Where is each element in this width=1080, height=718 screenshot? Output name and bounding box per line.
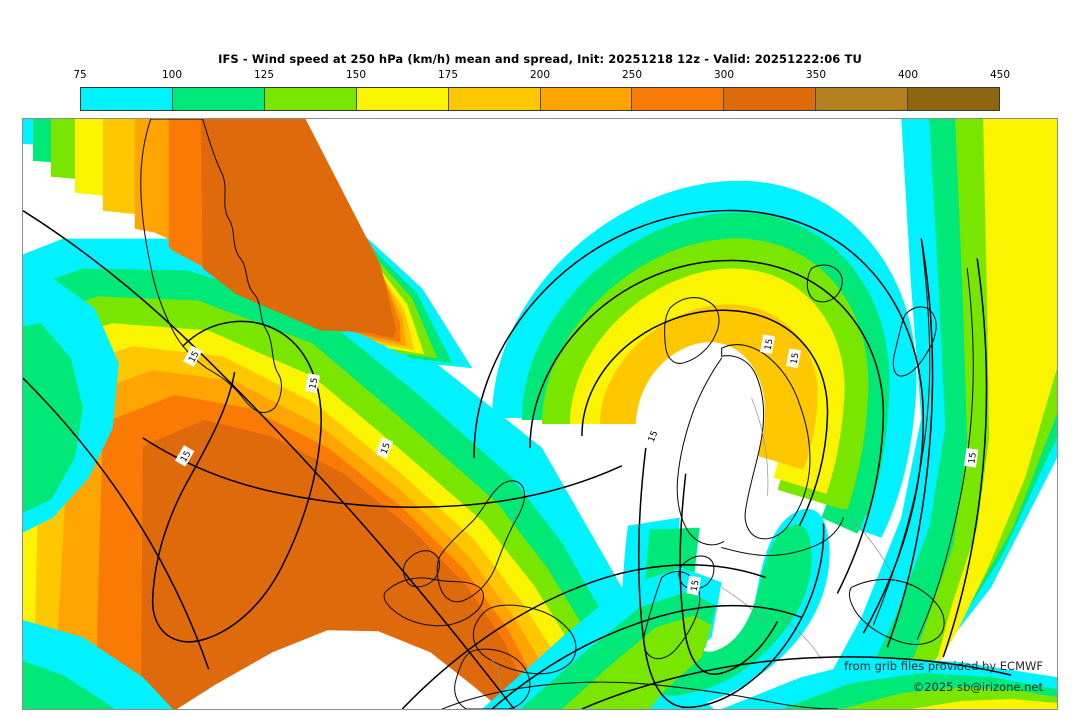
fill-ural-150	[933, 119, 1057, 674]
border-central-europe	[721, 587, 766, 624]
colorbar-tick-125: 125	[253, 69, 275, 81]
windspeed-fills-left-pocket	[23, 278, 119, 533]
spread-contour-arch-outer	[473, 209, 925, 634]
colorbar-tick-labels: 75 100 125 150 175 200 250 300 350 400 450	[73, 69, 1010, 85]
svg-text:15: 15	[690, 579, 702, 592]
colorbar-segments	[80, 87, 1000, 111]
fill-ibe-125	[561, 615, 712, 709]
coast-ireland	[402, 550, 440, 588]
spread-contour-iberia-2	[491, 604, 802, 709]
contour-label: 15	[642, 425, 661, 447]
contour-label: 15	[304, 373, 320, 394]
colorbar-tick-300: 300	[713, 69, 735, 81]
colorbar-segment-175-200	[448, 88, 541, 110]
svg-text:15: 15	[764, 338, 776, 351]
colorbar-segment-75-100	[81, 88, 173, 110]
windspeed-fills-se	[721, 657, 1057, 709]
spread-contour-adriatic-2	[679, 473, 779, 675]
colorbar-segment-350-400	[816, 88, 909, 110]
coast-baltic	[721, 517, 844, 557]
border-iberia-internal	[489, 656, 501, 698]
contour-label: 15	[760, 334, 776, 355]
svg-text:15: 15	[647, 430, 661, 444]
spread-contour-jet-loop	[151, 320, 322, 643]
spread-contour-arch-inner	[529, 259, 885, 594]
coast-scandinavia	[721, 344, 811, 540]
spread-contour-iberia	[401, 564, 766, 709]
spread-contour-jet-outer	[142, 437, 623, 508]
country-borders	[489, 397, 898, 698]
svg-text:15: 15	[187, 350, 201, 365]
spread-contour-left	[23, 377, 210, 670]
colorbar-tick-200: 200	[529, 69, 551, 81]
windspeed-fills-east	[811, 119, 1057, 709]
spread-contour-adriatic	[637, 447, 825, 709]
colorbar-segment-300-350	[724, 88, 817, 110]
colorbar-segment-100-125	[172, 88, 265, 110]
colorbar-segment-125-150	[264, 88, 357, 110]
colorbar-tick-100: 100	[161, 69, 183, 81]
coast-norway-west	[676, 357, 725, 546]
fill-band-300-nw	[200, 119, 397, 339]
coast-greenland	[140, 119, 282, 414]
fill-se-150	[911, 699, 1057, 709]
fill-sw-100	[23, 660, 115, 709]
border-scandinavia-internal	[751, 397, 769, 496]
spread-contour-east-2	[942, 258, 988, 658]
colorbar-segment-250-300	[632, 88, 725, 110]
coastlines	[140, 119, 974, 709]
border-eastern	[851, 517, 898, 584]
contour-label: 15	[183, 345, 203, 367]
coast-iberia	[454, 648, 531, 709]
page-title: IFS - Wind speed at 250 hPa (km/h) mean …	[218, 52, 862, 66]
spread-contour-south	[581, 656, 1012, 709]
spread-contour-east	[886, 238, 934, 648]
colorbar-tick-350: 350	[805, 69, 827, 81]
colorbar-tick-250: 250	[621, 69, 643, 81]
border-ural	[916, 267, 974, 640]
coast-svalbard	[664, 297, 720, 364]
colorbar-segment-200-250	[540, 88, 633, 110]
spread-contour-nw	[23, 210, 515, 709]
spread-contour-labels: 15 15 15 15	[175, 334, 979, 596]
map-canvas: 15 15 15 15	[23, 119, 1057, 709]
svg-text:15: 15	[308, 377, 320, 390]
colorbar-segment-400-450	[908, 88, 1000, 110]
colorbar-segment-150-175	[356, 88, 449, 110]
contour-label: 15	[175, 445, 195, 467]
fill-lp-100	[23, 323, 83, 513]
colorbar-tick-150: 150	[345, 69, 367, 81]
fill-band-300	[140, 419, 532, 709]
svg-text:15: 15	[179, 449, 193, 464]
windspeed-fills-sw	[23, 620, 173, 709]
svg-text:15: 15	[967, 452, 979, 465]
coast-novaya-zemlya	[892, 306, 937, 377]
contour-label: 15	[963, 448, 979, 468]
contour-label: 15	[375, 437, 394, 459]
coast-north-africa	[441, 681, 838, 709]
svg-text:15: 15	[380, 441, 393, 455]
spread-contour-arch-core	[581, 309, 829, 526]
border-balkans	[781, 617, 822, 660]
coast-black-sea	[848, 578, 945, 645]
fill-ibe-100	[520, 591, 716, 709]
svg-text:15: 15	[790, 352, 802, 365]
spread-contours	[23, 209, 1012, 709]
colorbar-tick-400: 400	[897, 69, 919, 81]
colorbar: 75 100 125 150 175 200 250 300 350 400 450	[73, 69, 1010, 111]
colorbar-tick-450: 450	[989, 69, 1011, 81]
colorbar-tick-175: 175	[437, 69, 459, 81]
coast-great-britain	[436, 480, 525, 603]
colorbar-tick-75: 75	[73, 69, 87, 81]
map-panel[interactable]: 15 15 15 15	[22, 118, 1058, 710]
contour-label: 15	[686, 575, 702, 596]
contour-label: 15	[786, 348, 802, 369]
coast-france-iberia	[472, 604, 577, 675]
